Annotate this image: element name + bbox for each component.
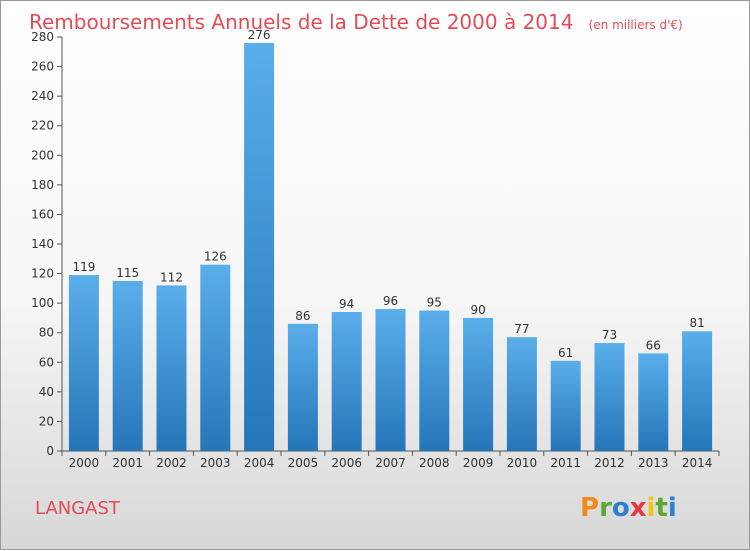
y-tick-label: 180 — [31, 178, 54, 192]
y-axis: 0 20 40 60 80 100 120 140 160 180 200 220 240 260 280 — [31, 30, 63, 458]
bar-2003 — [200, 264, 231, 451]
data-label-2012: 73 — [602, 328, 617, 342]
chart-title: Remboursements Annuels de la Dette de 20… — [29, 10, 683, 34]
bar-2009 — [463, 317, 494, 451]
y-tick-label: 60 — [39, 355, 54, 369]
data-label-2010: 77 — [514, 322, 529, 336]
y-tick-label: 80 — [39, 326, 54, 340]
logo-letter: i — [668, 493, 677, 523]
y-tick-label: 20 — [39, 414, 54, 428]
bar-2004 — [244, 42, 275, 452]
y-tick-label: 160 — [31, 207, 54, 221]
bar-2008 — [419, 310, 450, 451]
x-tick-label-2007: 2007 — [375, 456, 406, 470]
y-tick-label: 120 — [31, 267, 54, 281]
x-tick-label-2006: 2006 — [331, 456, 362, 470]
data-label-2005: 86 — [295, 309, 310, 323]
data-label-2009: 90 — [470, 303, 485, 317]
bar-2013 — [638, 353, 669, 451]
x-tick-label-2012: 2012 — [594, 456, 625, 470]
data-label-2008: 95 — [427, 296, 442, 310]
logo-letter: i — [647, 493, 656, 523]
bar-2012 — [594, 343, 625, 451]
y-tick-label: 280 — [31, 30, 54, 44]
logo-letter: r — [599, 493, 612, 523]
y-tick-label: 0 — [46, 444, 54, 458]
x-axis: 2000 2001 2002 2003 2004 2005 2006 2007 2008 2009… — [61, 450, 720, 470]
proxiti-logo: Proxiti — [580, 493, 677, 523]
data-labels: 119 115 112 126 276 86 94 96 95 90 77 61 73 66 81 — [72, 28, 704, 360]
bar-2014 — [682, 331, 713, 451]
x-tick-label-2005: 2005 — [288, 456, 319, 470]
bar-2005 — [287, 323, 318, 451]
x-tick-label-2008: 2008 — [419, 456, 450, 470]
y-tick-label: 40 — [39, 385, 54, 399]
commune-name: LANGAST — [35, 498, 121, 519]
bar-2002 — [156, 285, 187, 451]
y-tick-label: 140 — [31, 237, 54, 251]
logo-letter: x — [630, 493, 647, 523]
x-tick-label-2011: 2011 — [550, 456, 581, 470]
y-tick-label: 100 — [31, 296, 54, 310]
data-label-2011: 61 — [558, 346, 573, 360]
data-label-2002: 112 — [160, 270, 183, 284]
data-label-2013: 66 — [646, 338, 661, 352]
bar-2007 — [375, 309, 406, 451]
bar-2011 — [550, 360, 581, 451]
x-tick-label-2009: 2009 — [463, 456, 494, 470]
bars — [68, 42, 713, 452]
y-tick-label: 240 — [31, 89, 54, 103]
data-label-2004: 276 — [248, 28, 271, 42]
logo-letter: P — [580, 493, 599, 523]
data-label-2014: 81 — [689, 316, 704, 330]
data-label-2003: 126 — [204, 250, 227, 264]
bar-2010 — [506, 337, 537, 451]
y-tick-label: 260 — [31, 60, 54, 74]
x-tick-label-2001: 2001 — [112, 456, 143, 470]
x-tick-label-2000: 2000 — [69, 456, 100, 470]
bar-2006 — [331, 312, 362, 451]
bar-2000 — [68, 275, 99, 451]
logo-letter: o — [612, 493, 630, 523]
data-label-2000: 119 — [72, 260, 95, 274]
logo-letter: t — [655, 493, 667, 523]
x-tick-label-2004: 2004 — [244, 456, 275, 470]
y-tick-label: 200 — [31, 148, 54, 162]
bar-2001 — [112, 280, 143, 451]
x-tick-label-2013: 2013 — [638, 456, 669, 470]
y-tick-label: 220 — [31, 119, 54, 133]
data-label-2001: 115 — [116, 266, 139, 280]
data-label-2007: 96 — [383, 294, 398, 308]
x-tick-label-2010: 2010 — [507, 456, 538, 470]
x-tick-label-2002: 2002 — [156, 456, 187, 470]
x-tick-label-2014: 2014 — [682, 456, 713, 470]
x-tick-label-2003: 2003 — [200, 456, 231, 470]
data-label-2006: 94 — [339, 297, 354, 311]
